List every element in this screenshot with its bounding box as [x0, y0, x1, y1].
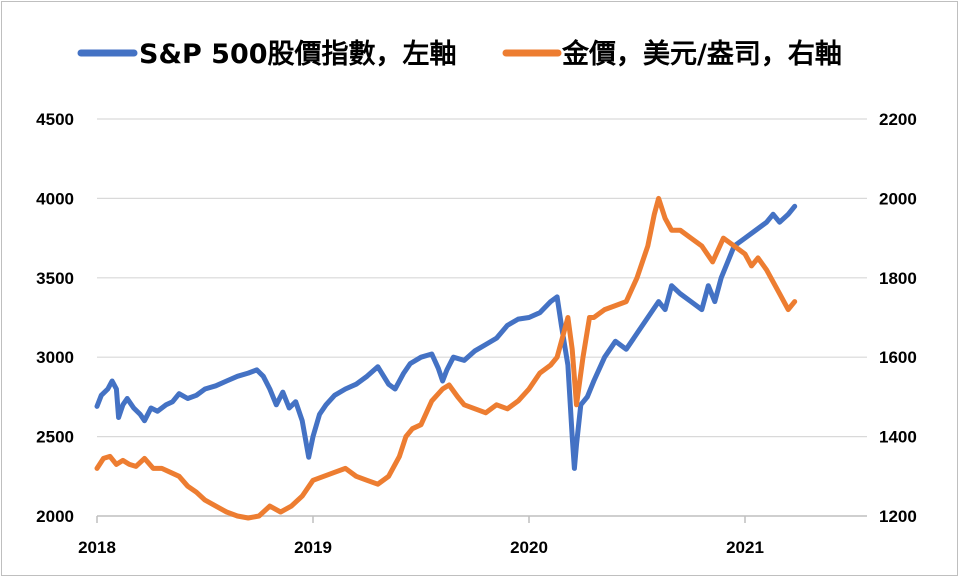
grid-lines: [97, 118, 867, 438]
series-line-sp500: [94, 203, 798, 471]
legend-label-sp500: S&P 500股價指數，左軸: [139, 39, 457, 70]
tick-labels: 2000 2500 3000 3500 4000 4500 1200 1400 1600 1800…: [36, 110, 917, 557]
y-left-tick-3500: 3500: [36, 269, 74, 288]
legend-item-sp500: S&P 500股價指數，左軸: [77, 39, 457, 70]
y-left-tick-2500: 2500: [36, 428, 74, 447]
y-right-tick-1400: 1400: [879, 428, 917, 447]
y-left-tick-4000: 4000: [36, 189, 74, 208]
y-left-tick-4500: 4500: [36, 110, 74, 129]
series-line-gold: [94, 195, 798, 521]
legend: S&P 500股價指數，左軸 金價，美元/盎司，右軸: [77, 38, 842, 70]
x-tick-2020: 2020: [510, 538, 548, 557]
y-right-tick-1800: 1800: [879, 269, 917, 288]
legend-item-gold: 金價，美元/盎司，右軸: [502, 38, 842, 70]
y-left-tick-2000: 2000: [36, 507, 74, 526]
axes: [96, 515, 867, 523]
y-right-tick-1600: 1600: [879, 348, 917, 367]
y-right-tick-2200: 2200: [879, 110, 917, 129]
x-tick-2019: 2019: [294, 538, 332, 557]
x-tick-2018: 2018: [78, 538, 116, 557]
legend-label-gold: 金價，美元/盎司，右軸: [561, 38, 842, 70]
x-tick-2021: 2021: [726, 538, 764, 557]
y-left-tick-3000: 3000: [36, 348, 74, 367]
y-right-tick-2000: 2000: [879, 189, 917, 208]
series-lines: [94, 195, 798, 521]
y-right-tick-1200: 1200: [879, 507, 917, 526]
